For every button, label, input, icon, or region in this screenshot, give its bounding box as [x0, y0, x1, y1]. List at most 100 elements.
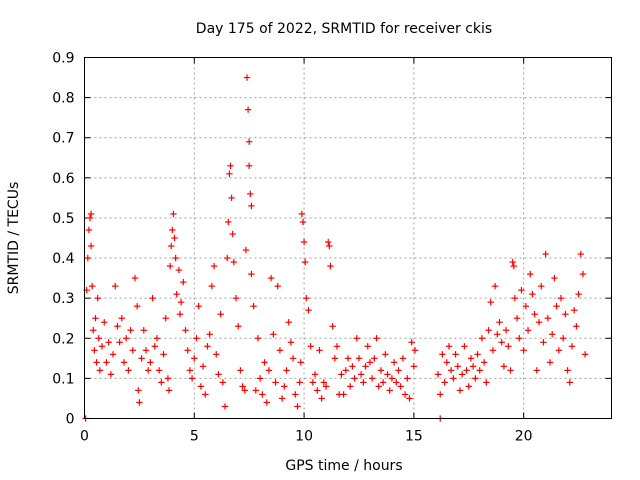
data-point	[411, 347, 419, 354]
data-point	[232, 294, 240, 302]
data-point	[562, 311, 569, 318]
data-point	[320, 379, 328, 386]
data-point	[546, 359, 554, 366]
x-tick-labels: 0 5 10 15 20	[80, 429, 533, 445]
data-point	[489, 347, 497, 354]
data-point	[443, 359, 451, 366]
data-point	[151, 343, 158, 350]
data-point	[448, 367, 455, 374]
data-point	[327, 262, 334, 270]
data-point	[87, 242, 95, 250]
data-point	[142, 347, 150, 354]
data-point	[461, 343, 468, 350]
data-point	[357, 371, 365, 378]
data-point	[491, 282, 499, 290]
x-tick-label: 20	[515, 429, 533, 445]
data-point	[303, 294, 310, 302]
data-point	[478, 335, 486, 342]
data-point	[559, 335, 567, 342]
grid-lines	[84, 57, 612, 419]
data-point	[333, 343, 341, 350]
data-point	[94, 294, 101, 302]
data-point	[281, 383, 288, 390]
data-point	[197, 383, 205, 390]
data-point	[480, 359, 488, 366]
data-point	[134, 302, 141, 310]
data-point	[401, 391, 409, 398]
data-point	[382, 351, 389, 358]
data-point	[386, 387, 393, 394]
data-point	[182, 327, 189, 334]
data-point	[575, 290, 582, 298]
y-tick-label: 0.6	[52, 171, 74, 187]
data-point	[555, 347, 562, 354]
data-point	[226, 170, 233, 178]
data-point	[245, 162, 253, 169]
data-point	[404, 375, 411, 382]
data-point	[210, 262, 218, 270]
data-point	[445, 343, 453, 350]
data-point	[388, 375, 396, 382]
data-point	[474, 351, 481, 358]
x-tick-label: 10	[295, 429, 313, 445]
data-point	[375, 383, 382, 390]
data-point	[265, 367, 273, 374]
data-point	[450, 375, 457, 382]
data-point	[254, 335, 262, 342]
data-point	[123, 335, 130, 342]
data-point	[229, 230, 236, 238]
data-point	[326, 242, 333, 250]
x-tick-label: 5	[190, 429, 199, 445]
data-point	[169, 226, 176, 234]
data-point	[331, 355, 339, 362]
data-point	[85, 226, 93, 234]
data-point	[237, 367, 244, 374]
data-point	[510, 262, 517, 270]
data-point	[191, 355, 198, 362]
data-point	[186, 367, 194, 374]
data-point	[259, 391, 266, 398]
data-point	[213, 351, 220, 358]
data-point	[125, 367, 132, 374]
data-point	[463, 367, 470, 374]
data-point	[144, 367, 152, 374]
data-point	[188, 375, 196, 382]
data-point	[467, 355, 475, 362]
data-point	[454, 363, 461, 370]
data-point	[360, 379, 367, 386]
x-tick-label: 0	[80, 429, 89, 445]
data-point	[105, 339, 112, 346]
data-point	[289, 355, 297, 362]
data-point	[465, 383, 472, 390]
data-point	[219, 379, 227, 386]
data-point	[294, 403, 301, 410]
data-point	[325, 238, 332, 246]
data-point	[437, 391, 444, 398]
data-point	[579, 270, 587, 278]
data-point	[533, 367, 541, 374]
y-tick-label: 0.7	[52, 131, 74, 147]
data-point	[329, 323, 336, 330]
data-point	[456, 387, 464, 394]
data-point	[395, 367, 402, 374]
data-point	[377, 367, 385, 374]
data-point	[531, 311, 538, 318]
data-point	[227, 162, 234, 169]
data-point	[92, 315, 99, 322]
data-point	[509, 258, 516, 266]
y-tick-labels: 0 0.1 0.2 0.3 0.4 0.5 0.6 0.7 0.8 0.9	[52, 51, 74, 428]
y-tick-label: 0	[66, 412, 75, 428]
data-point	[309, 379, 317, 386]
data-point	[224, 254, 231, 262]
data-point	[299, 218, 307, 226]
data-point	[322, 383, 330, 390]
data-point	[318, 395, 325, 402]
data-point	[287, 339, 295, 346]
data-point	[397, 383, 404, 390]
data-point	[247, 190, 254, 198]
data-point	[217, 311, 224, 318]
data-point	[168, 242, 175, 250]
data-point	[285, 319, 292, 326]
data-point	[549, 331, 556, 338]
